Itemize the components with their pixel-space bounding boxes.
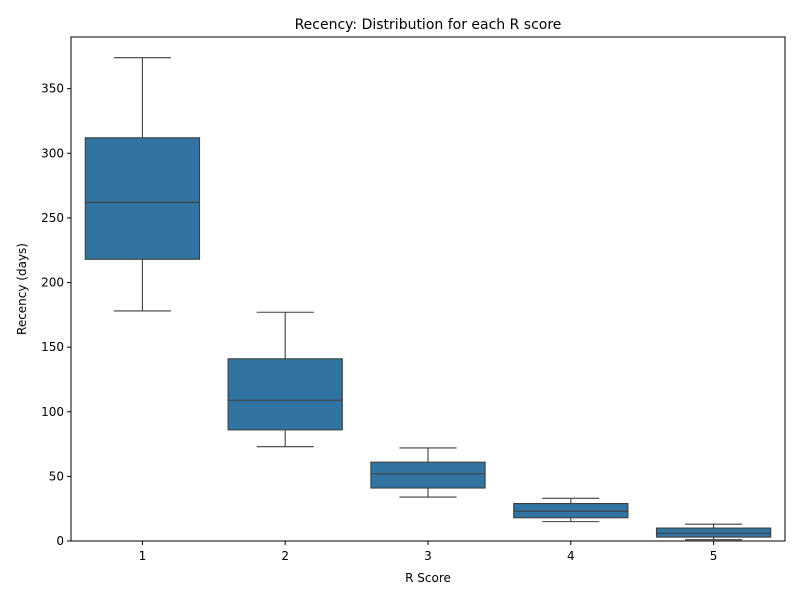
box-group-4 — [513, 497, 629, 523]
box-group-5 — [655, 523, 772, 541]
y-axis: 0 50 100 150 200 250 300 350 — [41, 82, 71, 548]
box-iqr — [655, 527, 772, 538]
boxes-layer — [84, 57, 772, 541]
plot-frame — [70, 36, 786, 542]
chart-title: Recency: Distribution for each R score — [295, 17, 562, 33]
box-group-2 — [227, 311, 343, 448]
x-tick-label: 4 — [567, 549, 575, 563]
box-group-3 — [370, 447, 486, 498]
x-tick-label: 2 — [281, 549, 289, 563]
box-iqr — [227, 358, 343, 431]
y-tick-label: 350 — [41, 82, 64, 96]
y-tick-label: 250 — [41, 211, 64, 225]
x-tick-label: 1 — [139, 549, 147, 563]
y-tick-label: 300 — [41, 146, 64, 160]
box-iqr — [84, 137, 201, 260]
y-tick-label: 100 — [41, 405, 64, 419]
box-iqr — [513, 502, 629, 519]
y-tick-label: 50 — [49, 469, 64, 483]
x-tick-label: 3 — [424, 549, 432, 563]
y-tick-label: 0 — [56, 534, 64, 548]
y-axis-label: Recency (days) — [15, 243, 29, 335]
x-axis-label: R Score — [405, 571, 451, 585]
box-group-1 — [84, 57, 201, 312]
box-iqr — [370, 461, 486, 489]
y-tick-label: 200 — [41, 276, 64, 290]
x-axis: 1 2 3 4 5 — [139, 541, 718, 563]
y-tick-label: 150 — [41, 340, 64, 354]
x-tick-label: 5 — [710, 549, 718, 563]
